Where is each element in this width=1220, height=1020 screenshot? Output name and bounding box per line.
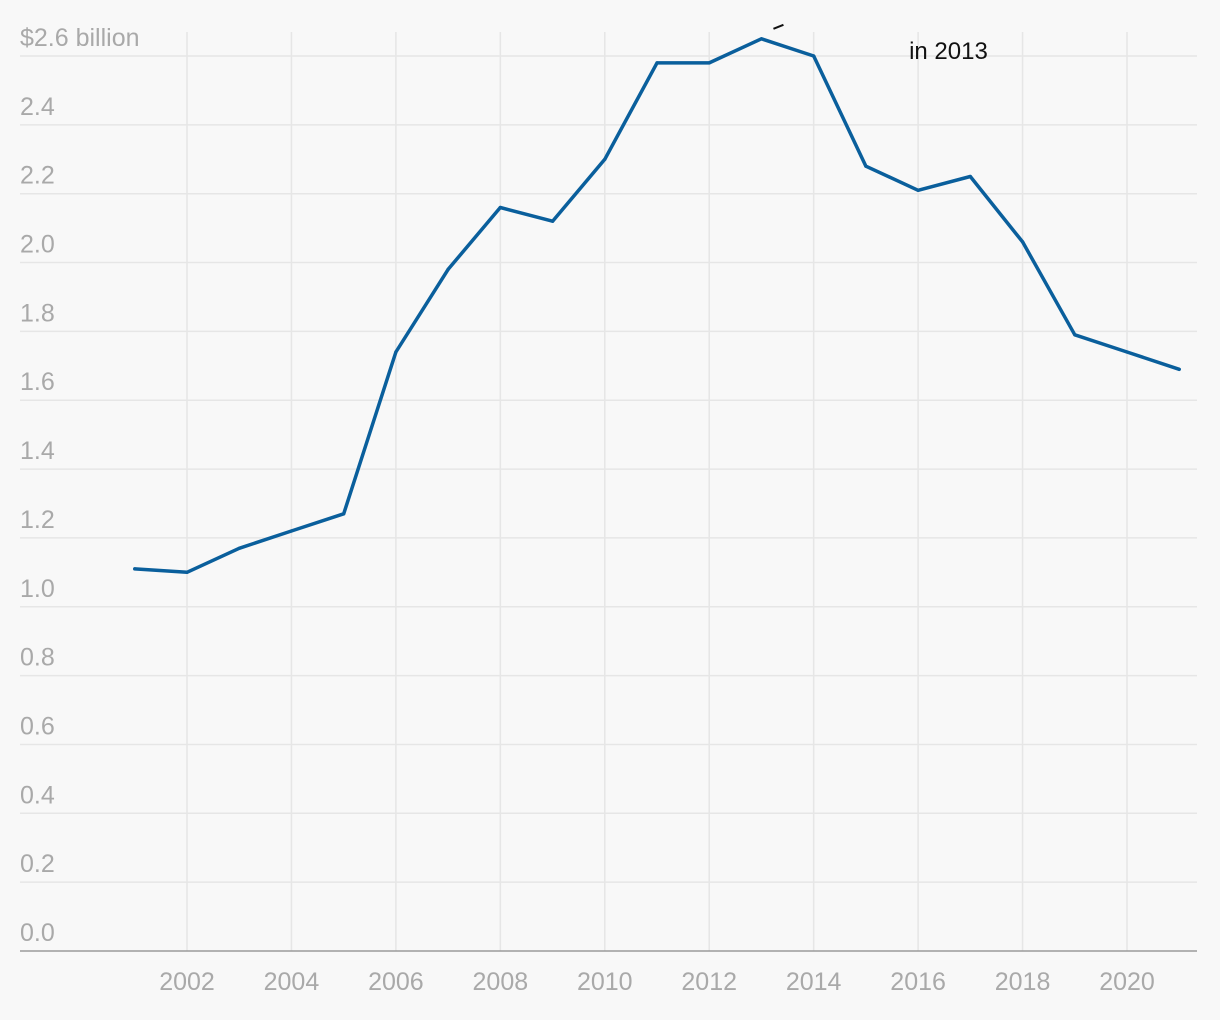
data-point [394,350,398,354]
data-point [498,205,502,210]
y-tick-label: 0.2 [20,850,55,878]
x-tick-label: 2020 [1099,968,1155,996]
y-tick-label: 2.4 [20,93,55,121]
y-tick-label: 1.6 [20,368,55,396]
y-tick-label: 0.0 [20,919,55,947]
data-point [551,219,555,223]
y-tick-label: 0.4 [20,781,55,809]
data-point [707,61,711,65]
data-point [812,54,816,58]
annotations-group: in 2013 [773,23,988,65]
x-gridlines [186,32,1128,951]
data-point [237,546,241,550]
x-tick-label: 2006 [368,968,424,996]
x-tick-label: 2012 [681,968,737,996]
x-tick-label: 2008 [473,968,529,996]
data-point [1177,367,1181,371]
y-tick-label: 1.2 [20,506,55,534]
annotation-text: in 2013 [909,38,988,65]
data-point [1125,350,1129,354]
data-point [968,174,972,179]
y-tick-label: 0.6 [20,712,55,740]
data-point [916,188,920,192]
x-tick-label: 2018 [995,968,1051,996]
y-tick-label: 1.8 [20,299,55,327]
x-tick-label: 2014 [786,968,842,996]
y-axis-tick-labels: 0.0 0.2 0.4 0.6 0.8 1.0 1.2 1.4 1.6 1.8 2.0 2.2 2.4 $… [20,24,140,947]
data-point [1021,240,1025,244]
x-tick-label: 2004 [264,968,320,996]
data-point [655,61,659,65]
x-axis-tick-labels: 2002 2004 2006 2008 2010 2012 2014 2016 2018 2020 [159,968,1155,996]
x-tick-label: 2010 [577,968,633,996]
y-tick-label: 2.0 [20,231,55,259]
data-point [603,157,607,161]
y-tick-label: $2.6 billion [20,24,140,52]
y-tick-label: 2.2 [20,162,55,190]
data-point [1073,333,1077,337]
y-tick-label: 0.8 [20,644,55,672]
data-point [289,529,293,533]
data-point [342,512,346,516]
data-point [185,570,189,574]
y-tick-label: 1.0 [20,575,55,603]
data-point [133,567,137,571]
data-point [446,267,450,271]
series-group [133,37,1181,575]
data-point [864,164,868,168]
y-gridlines [20,55,1197,883]
annotation-connector [773,23,784,30]
x-tick-label: 2002 [159,968,215,996]
data-point [759,37,764,41]
y-tick-label: 1.4 [20,437,55,465]
x-tick-label: 2016 [890,968,946,996]
